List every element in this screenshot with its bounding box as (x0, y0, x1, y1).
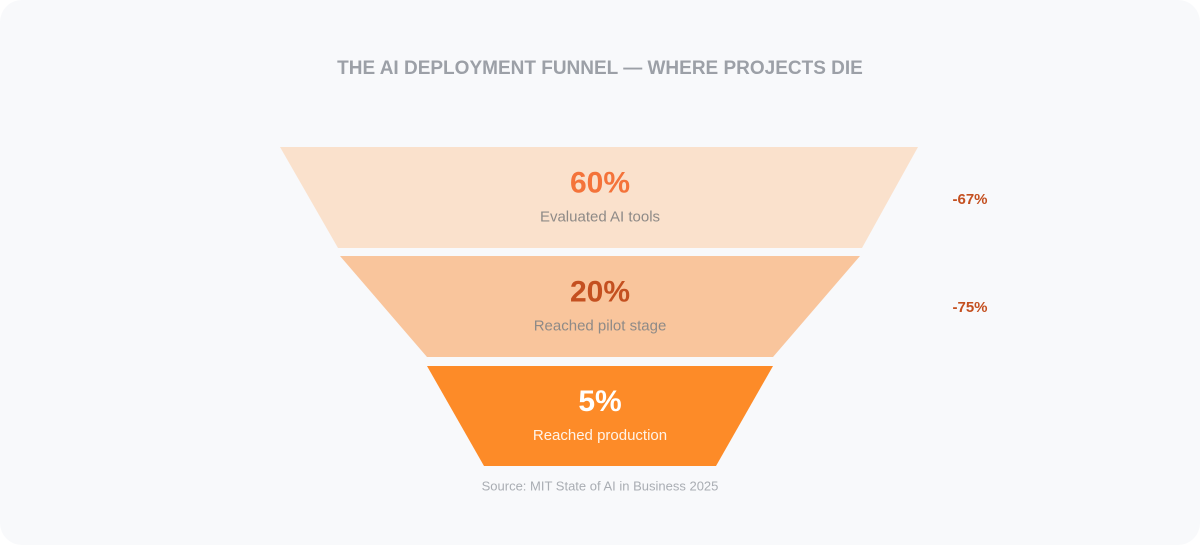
stage-label: Reached pilot stage (534, 317, 667, 334)
funnel-stage (427, 366, 773, 466)
stage-value: 60% (570, 166, 630, 199)
drop-annotation: -67% (952, 191, 987, 208)
funnel-stage (280, 147, 918, 248)
funnel-stage (340, 256, 860, 357)
stage-value: 5% (578, 385, 621, 418)
drop-annotation: -75% (952, 299, 987, 316)
stage-label: Evaluated AI tools (540, 208, 660, 225)
chart-title: THE AI DEPLOYMENT FUNNEL — WHERE PROJECT… (337, 58, 863, 79)
source-note: Source: MIT State of AI in Business 2025 (482, 478, 719, 493)
stage-value: 20% (570, 275, 630, 308)
stage-label: Reached production (533, 427, 667, 444)
